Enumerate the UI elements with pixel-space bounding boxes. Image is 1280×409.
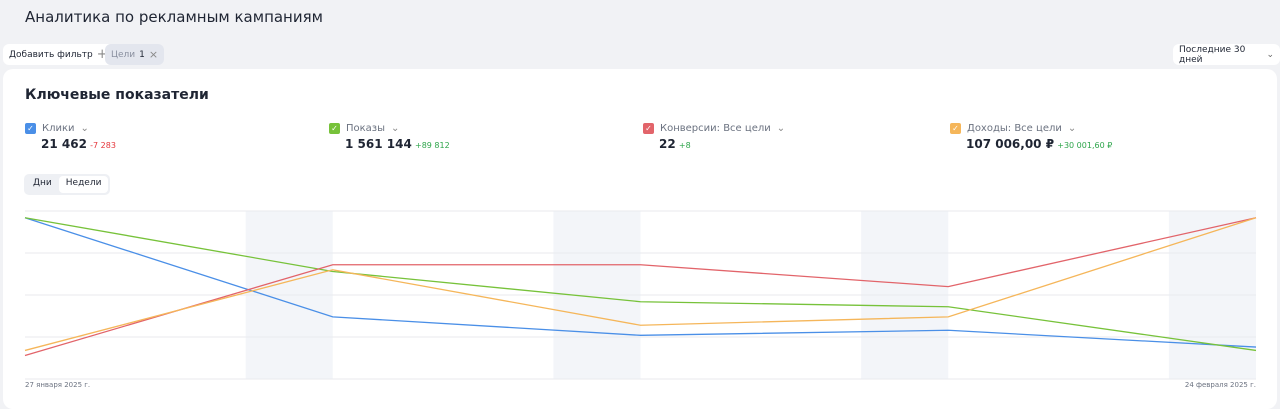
x-tick-label: 27 января 2025 г. (25, 381, 90, 389)
label: Цели (111, 49, 136, 60)
metric-delta: +30 001,60 ₽ (1057, 141, 1113, 150)
checkbox[interactable]: ✓ (950, 123, 961, 134)
metric[interactable]: ✓ Клики ⌄ 21 462 -7 283 (25, 123, 116, 151)
add-filter[interactable]: Добавить фильтр + (3, 44, 114, 65)
chevron: ⌄ (776, 123, 786, 134)
series-line (24, 217, 1257, 357)
label: Добавить фильтр (9, 49, 93, 60)
series-line (24, 217, 1257, 348)
checkbox[interactable]: ✓ (643, 123, 654, 134)
series-line (24, 217, 1257, 352)
chevron: ⌄ (391, 123, 400, 134)
chevron: ⌄ (1266, 49, 1274, 60)
checkbox[interactable]: ✓ (25, 123, 36, 134)
period-select[interactable]: Последние 30 дней ⌄ (1173, 44, 1280, 65)
series-line (24, 217, 1257, 352)
checkbox[interactable]: ✓ (329, 123, 340, 134)
legend-entry: Показы (346, 123, 386, 134)
plus-icon: + (96, 47, 108, 62)
chevron: ⌄ (1067, 123, 1077, 134)
legend-entry: Конверсии: Все цели (660, 123, 771, 134)
metric[interactable]: ✓ Доходы: Все цели ⌄ 107 006,00 ₽ +30 001,… (950, 123, 1112, 151)
metric[interactable]: ✓ Показы ⌄ 1 561 144 +89 812 (329, 123, 450, 151)
card-title: Ключевые показатели (25, 87, 209, 103)
metric-delta: +8 (678, 141, 691, 150)
legend-entry: Доходы: Все цели (967, 123, 1062, 134)
x-tick-label: 24 февраля 2025 г. (1185, 381, 1256, 389)
goal-filter[interactable]: Цели 1 × (105, 44, 165, 65)
close-icon[interactable]: × (148, 48, 159, 61)
metric-value: 107 006,00 ₽ (966, 137, 1055, 151)
metric-value: 22 (659, 137, 676, 151)
granularity-toggle: Дни Недели (24, 174, 111, 195)
toggle-option[interactable]: Дни (33, 178, 52, 188)
toggle-option[interactable]: Недели (58, 176, 109, 193)
chevron: ⌄ (80, 123, 89, 134)
metric-delta: -7 283 (90, 141, 116, 150)
legend-entry: Клики (42, 123, 75, 134)
metric[interactable]: ✓ Конверсии: Все цели ⌄ 22 +8 (643, 123, 785, 151)
label: Последние 30 дней (1179, 44, 1246, 65)
count: 1 (139, 49, 145, 60)
metric-value: 1 561 144 (345, 137, 412, 151)
metric-value: 21 462 (41, 137, 87, 151)
metric-delta: +89 812 (415, 141, 450, 150)
page-title: Аналитика по рекламным кампаниям (25, 8, 323, 26)
